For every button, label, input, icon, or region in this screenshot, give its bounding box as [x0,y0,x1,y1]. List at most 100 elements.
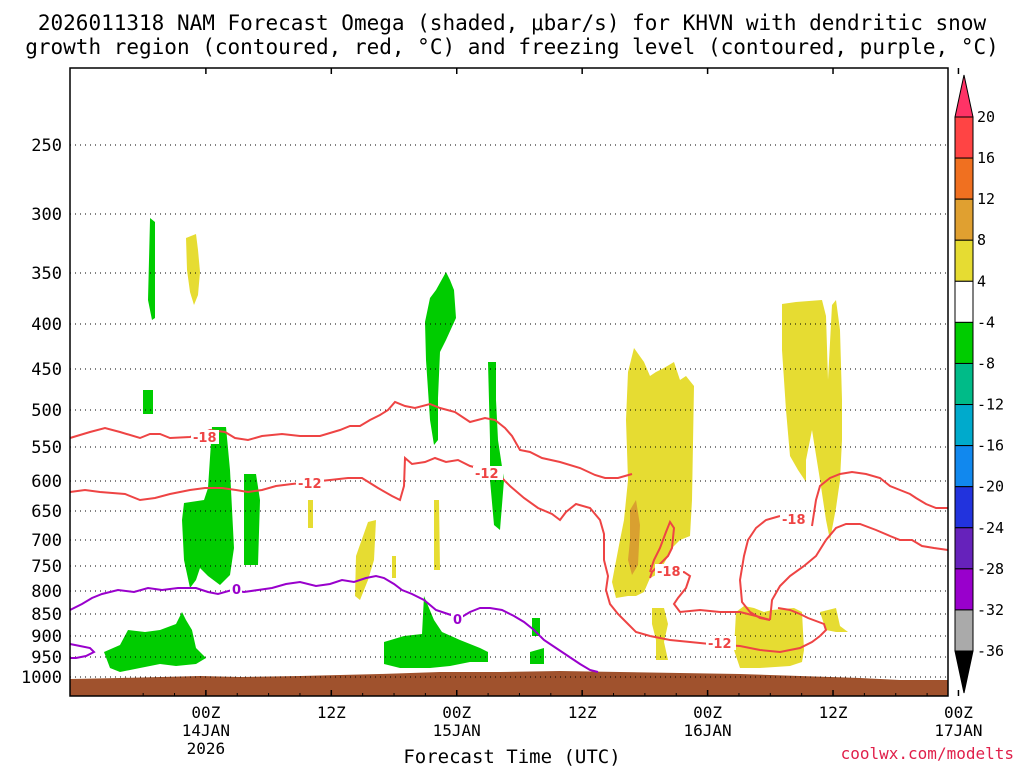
colorbar-label: 12 [977,190,995,208]
y-tick-label: 500 [31,401,62,421]
contour-zero-left [69,643,96,659]
colorbar-label: -24 [977,519,1004,537]
colorbar-segment [954,568,974,611]
x-tick-date: 17JAN [934,721,982,740]
colorbar-label: -16 [977,437,1004,455]
contour-minus18-upper [69,400,633,479]
y-tick-label: 950 [31,648,62,668]
colorbar-label: -4 [977,313,995,331]
terrain-surface [70,671,948,696]
omega-green-region [244,474,260,565]
omega-green-region [384,596,488,668]
colorbar-label: 20 [977,108,995,126]
y-tick-label: 400 [31,315,62,335]
colorbar-segment [954,239,974,282]
colorbar-segment [954,527,974,570]
contour-labels: -18 -12 -12 -18 -12 -18 0 0 [191,430,810,652]
colorbar-segment [954,321,974,364]
y-tick-label: 850 [31,605,62,625]
omega-yellow-region [392,556,396,578]
plot-frame [69,67,949,697]
contour-label: 0 [232,583,241,598]
colorbar-segment [954,198,974,241]
colorbar-label: 16 [977,149,995,167]
omega-yellow-region [652,608,668,660]
omega-green-region [143,390,153,414]
contour-label: -18 [657,565,681,580]
y-tick-label: 700 [31,531,62,551]
y-axis: 2503003504004505005506006507007508008509… [21,136,62,688]
omega-yellow-region [782,300,842,540]
contour-zero-main [69,574,599,673]
x-tick-label: 00Z [191,703,220,722]
colorbar-top-arrow [954,74,974,118]
x-tick-label: 00Z [442,703,471,722]
omega-yellow-region [734,606,804,668]
contour-minus18-right [738,515,781,621]
y-tick-label: 250 [31,136,62,156]
colorbar-segment [954,445,974,488]
y-tick-label: 450 [31,360,62,380]
y-tick-label: 900 [31,627,62,647]
omega-green-region [148,218,155,320]
dendritic-contours [69,400,949,654]
colorbar-segment [954,362,974,406]
omega-yellow-region [434,500,440,570]
credit-link[interactable]: coolwx.com/modelts [840,744,1014,763]
omega-green-region [425,272,456,445]
colorbar-label: -32 [977,601,1004,619]
colorbar-segment [954,404,974,447]
colorbar-label: -20 [977,478,1004,496]
colorbar: 20 16 12 8 4 -4 -8 -12 -16 -20 -24 -28 -32 -36 [954,74,1004,694]
contour-minus12-lower [671,570,771,621]
omega-orange-region [628,500,640,575]
chart-title-line-2: growth region (contoured, red, °C) and f… [25,35,999,59]
x-tick-year: 2026 [187,739,226,758]
y-tick-label: 600 [31,472,62,492]
x-tick-label: 00Z [944,703,973,722]
y-tick-label: 650 [31,502,62,522]
x-tick-date: 16JAN [684,721,732,740]
contour-label: -12 [708,637,732,652]
y-tick-label: 750 [31,557,62,577]
x-tick-label: 12Z [819,703,848,722]
contour-minus12-upper [69,455,828,654]
omega-yellow-region [820,608,848,632]
omega-yellow-region [308,500,313,528]
x-axis-title: Forecast Time (UTC) [403,746,621,768]
omega-yellow-region [355,520,376,600]
colorbar-label: -12 [977,396,1004,414]
x-tick-label: 00Z [693,703,722,722]
contour-label: -18 [193,431,217,446]
colorbar-segment [954,609,974,652]
colorbar-segment [954,116,974,159]
y-tick-label: 350 [31,264,62,284]
y-tick-label: 300 [31,205,62,225]
y-tick-label: 1000 [21,668,62,688]
colorbar-label: 4 [977,272,986,290]
omega-green-region [532,618,540,636]
contour-label: -12 [298,477,322,492]
y-tick-label: 550 [31,438,62,458]
contour-label: -18 [782,513,806,528]
colorbar-segment [954,280,974,323]
contour-label: 0 [453,613,462,628]
x-tick-label: 12Z [317,703,346,722]
x-tick-date: 14JAN [182,721,230,740]
contour-label: -12 [475,467,499,482]
freezing-level-contours [69,574,599,673]
chart-title-line-1: 2026011318 NAM Forecast Omega (shaded, μ… [37,11,987,35]
colorbar-label: -36 [977,642,1004,660]
omega-green-region [530,648,544,664]
y-tick-label: 800 [31,582,62,602]
colorbar-label: -28 [977,560,1004,578]
omega-green-region [182,427,234,588]
colorbar-label: -8 [977,354,995,372]
x-tick-label: 12Z [568,703,597,722]
colorbar-label: 8 [977,231,986,249]
omega-yellow-region [186,234,200,305]
colorbar-bottom-arrow [954,650,974,694]
contour-minus12-right [769,523,949,621]
